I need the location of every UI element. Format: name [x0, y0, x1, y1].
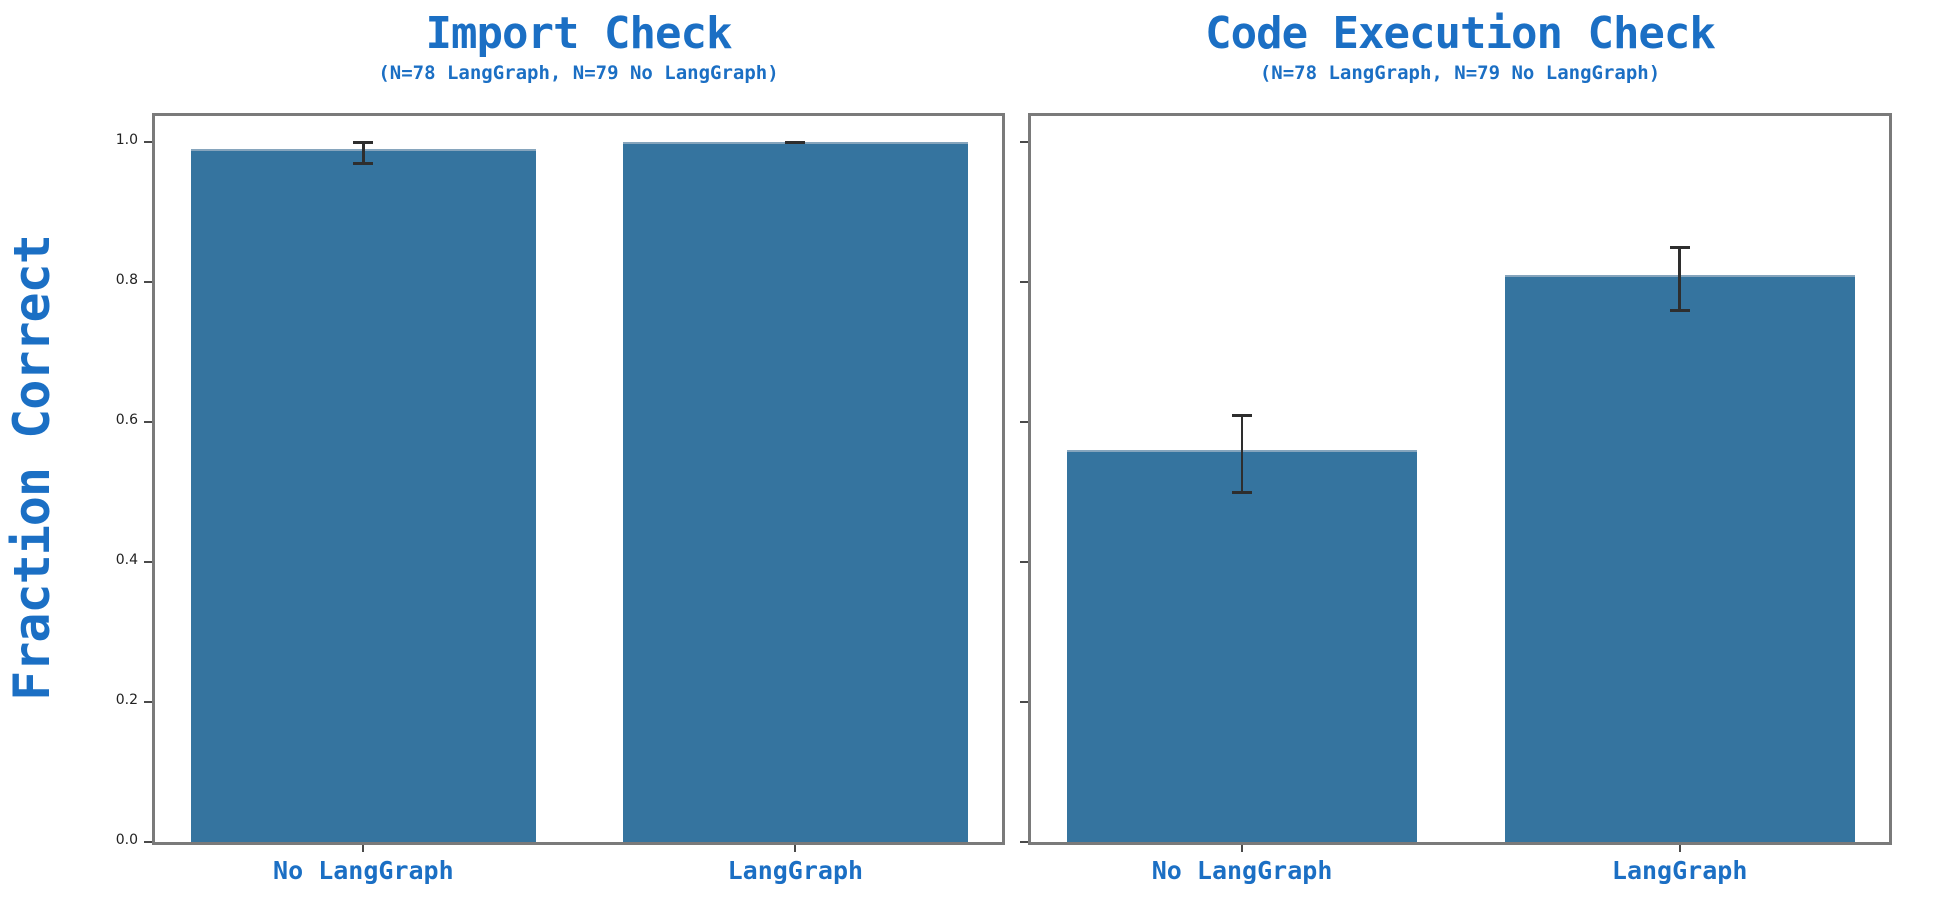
x-tick-label: No LangGraph	[1151, 856, 1333, 885]
y-tick	[1020, 141, 1028, 143]
y-tick	[1020, 421, 1028, 423]
bar-no-langgraph	[190, 149, 537, 842]
error-bar-cap	[785, 140, 806, 144]
plot-area: 0.0 0.2 0.4 0.6 0.8 1.0	[116, 116, 1002, 848]
error-bar-cap	[353, 140, 374, 144]
y-tick	[144, 281, 152, 283]
x-tick-label: LangGraph	[727, 856, 864, 885]
y-tick	[1020, 281, 1028, 283]
y-tick	[144, 141, 152, 143]
x-tick	[1678, 845, 1681, 852]
y-tick	[144, 701, 152, 703]
error-bar	[362, 142, 365, 163]
subplot-code-execution-check: Code Execution Check (N=78 LangGraph, N=…	[1020, 0, 1892, 913]
axes-code-execution-check	[1020, 113, 1892, 845]
axes-import-check: 0.0 0.2 0.4 0.6 0.8 1.0	[116, 113, 1005, 848]
error-bar-cap	[1669, 308, 1690, 312]
x-tick	[1241, 845, 1244, 852]
y-tick	[1020, 701, 1028, 703]
y-tick	[144, 421, 152, 423]
x-tick	[362, 845, 365, 852]
error-bar-cap	[353, 161, 374, 165]
plot-area	[1020, 116, 1889, 843]
bar-langgraph	[622, 142, 969, 842]
y-tick-label: 0.2	[115, 692, 138, 708]
subplot-import-check: Import Check (N=78 LangGraph, N=79 No La…	[116, 0, 1005, 913]
error-bar	[1678, 247, 1681, 310]
x-tick-label: No LangGraph	[273, 856, 454, 885]
chart-title: Import Check	[425, 8, 733, 59]
y-tick	[144, 841, 152, 843]
y-tick-label: 1.0	[115, 132, 138, 148]
error-bar-cap	[1232, 490, 1253, 494]
bar-no-langgraph	[1067, 450, 1418, 842]
y-tick	[1020, 841, 1028, 843]
error-bar-cap	[1232, 413, 1253, 417]
bar-langgraph	[1504, 275, 1855, 842]
chart-subtitle: (N=78 LangGraph, N=79 No LangGraph)	[1259, 62, 1661, 84]
y-tick-label: 0.6	[115, 412, 138, 428]
x-tick-label: LangGraph	[1611, 856, 1748, 885]
x-tick	[794, 845, 797, 852]
chart-title: Code Execution Check	[1205, 8, 1716, 59]
y-tick	[144, 561, 152, 563]
y-axis-label: Fraction Correct	[3, 235, 61, 701]
error-bar-cap	[1669, 245, 1690, 249]
y-tick	[1020, 561, 1028, 563]
error-bar	[1240, 415, 1244, 492]
y-tick-label: 0.8	[115, 272, 138, 288]
y-tick-label: 0.0	[115, 832, 138, 848]
y-tick-label: 0.4	[115, 552, 138, 568]
chart-subtitle: (N=78 LangGraph, N=79 No LangGraph)	[378, 62, 779, 84]
